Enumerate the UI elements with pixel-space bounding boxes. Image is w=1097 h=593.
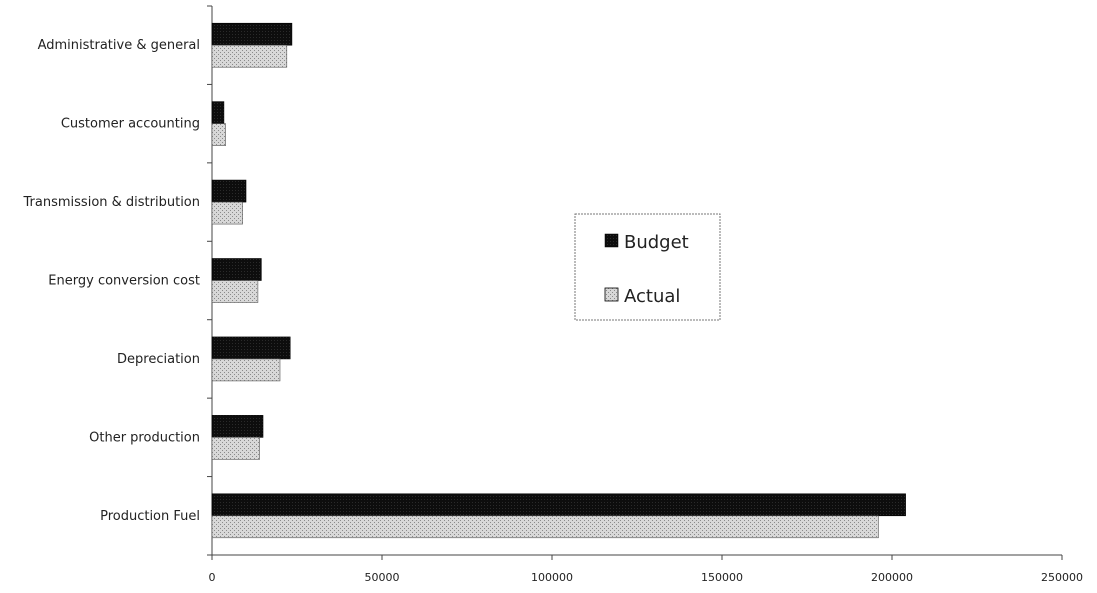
category-label: Customer accounting [61, 117, 200, 132]
x-tick-label: 100000 [531, 571, 573, 584]
category-label: Energy conversion cost [48, 274, 200, 289]
bar-actual [211, 280, 259, 303]
category-labels: Production Fuel Other production Depreciat… [23, 38, 200, 524]
bar-budget [211, 415, 264, 438]
bar-budget [211, 336, 291, 360]
x-tick-label: 50000 [365, 571, 400, 584]
legend-swatch-budget [604, 233, 619, 248]
x-tick-label: 150000 [701, 571, 743, 584]
category-label: Production Fuel [100, 509, 200, 524]
bar-budget [211, 179, 247, 203]
x-tick-label: 200000 [871, 571, 913, 584]
bar-budget [211, 22, 293, 46]
bars [211, 22, 906, 539]
bar-actual [211, 437, 260, 460]
legend-swatch-actual [604, 287, 619, 302]
x-tick-label: 0 [209, 571, 216, 584]
x-tick-labels: 0 50000 100000 150000 200000 250000 [209, 571, 1084, 584]
category-label: Other production [89, 430, 200, 445]
bar-budget [211, 101, 225, 124]
x-tick-label: 250000 [1041, 571, 1083, 584]
bar-actual [211, 515, 879, 539]
legend-label-budget: Budget [624, 232, 689, 253]
category-label: Transmission & distribution [23, 195, 200, 210]
category-label: Depreciation [117, 352, 200, 367]
bar-actual [211, 123, 226, 146]
bar-budget [211, 493, 906, 517]
legend-label-actual: Actual [624, 286, 680, 307]
bar-budget [211, 258, 262, 281]
legend: Budget Actual [574, 213, 721, 321]
category-label: Administrative & general [38, 38, 200, 53]
bar-actual [211, 44, 288, 68]
bar-actual [211, 201, 243, 225]
bar-actual [211, 358, 281, 382]
legend-box [574, 213, 721, 321]
